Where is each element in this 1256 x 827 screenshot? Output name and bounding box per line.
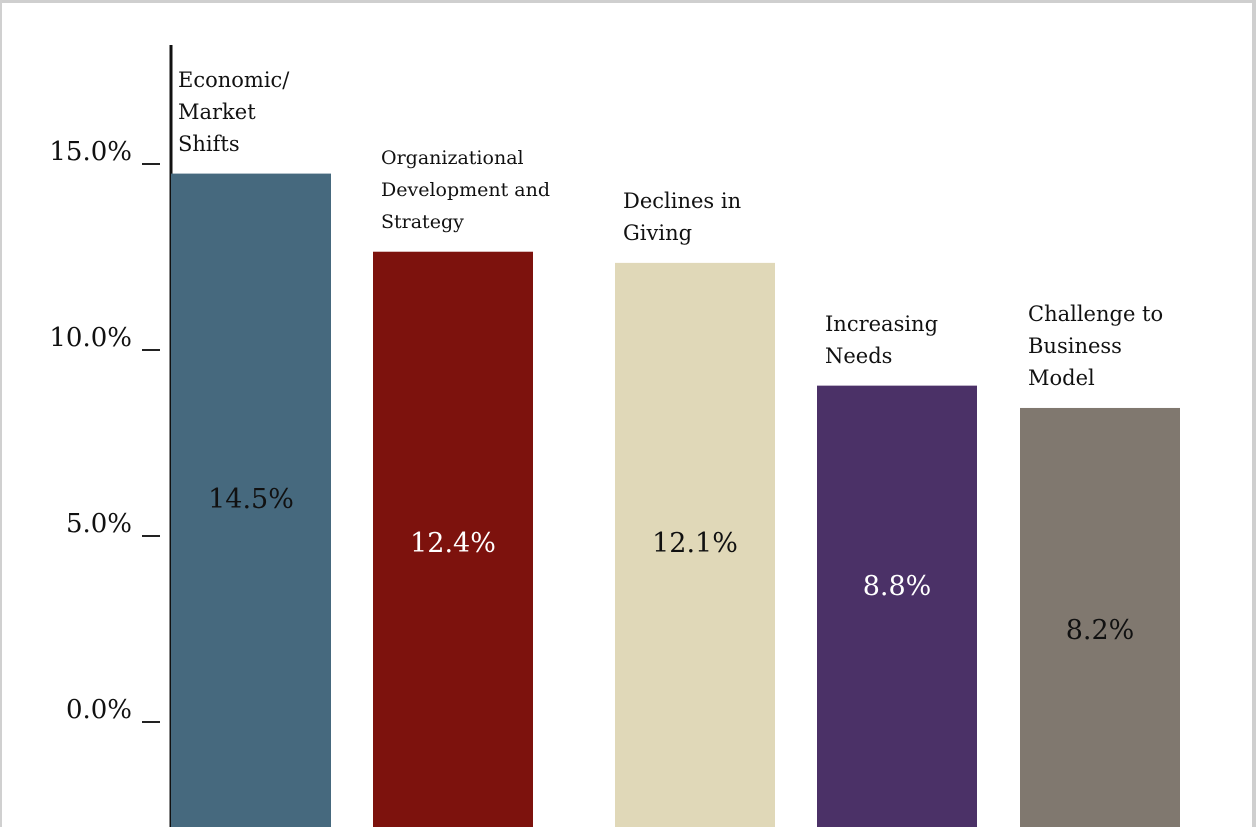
value-label-4: 8.2% [1065,615,1135,646]
y-tick-label-1: 5.0% [65,509,132,539]
category-label-4: Challenge to Business Model [1028,301,1164,390]
value-label-3: 8.8% [862,571,932,602]
bars-layer [171,173,1180,827]
bar-1 [373,251,533,827]
value-label-1: 12.4% [410,528,496,559]
category-label-0: Economic/ Market Shifts [178,67,290,156]
frame-border-top [0,0,1256,3]
frame-border-left [0,0,2,827]
category-label-3: Increasing Needs [825,311,939,368]
bar-3 [817,385,977,827]
category-label-2: Declines in Giving [623,188,742,245]
bar-4 [1020,407,1180,827]
y-tick-label-2: 10.0% [49,323,132,353]
y-tick-label-3: 15.0% [49,137,132,167]
y-tick-mark-0 [142,721,160,723]
y-tick-mark-2 [142,349,160,351]
value-label-0: 14.5% [208,484,294,515]
frame-border-right [1252,0,1256,827]
bar-2 [615,262,775,827]
y-tick-label-0: 0.0% [65,695,132,725]
category-label-1: Organizational Development and Strategy [381,146,551,233]
bar-0 [171,173,331,827]
y-tick-mark-3 [142,163,160,165]
value-label-2: 12.1% [652,528,738,559]
y-tick-mark-1 [142,535,160,537]
